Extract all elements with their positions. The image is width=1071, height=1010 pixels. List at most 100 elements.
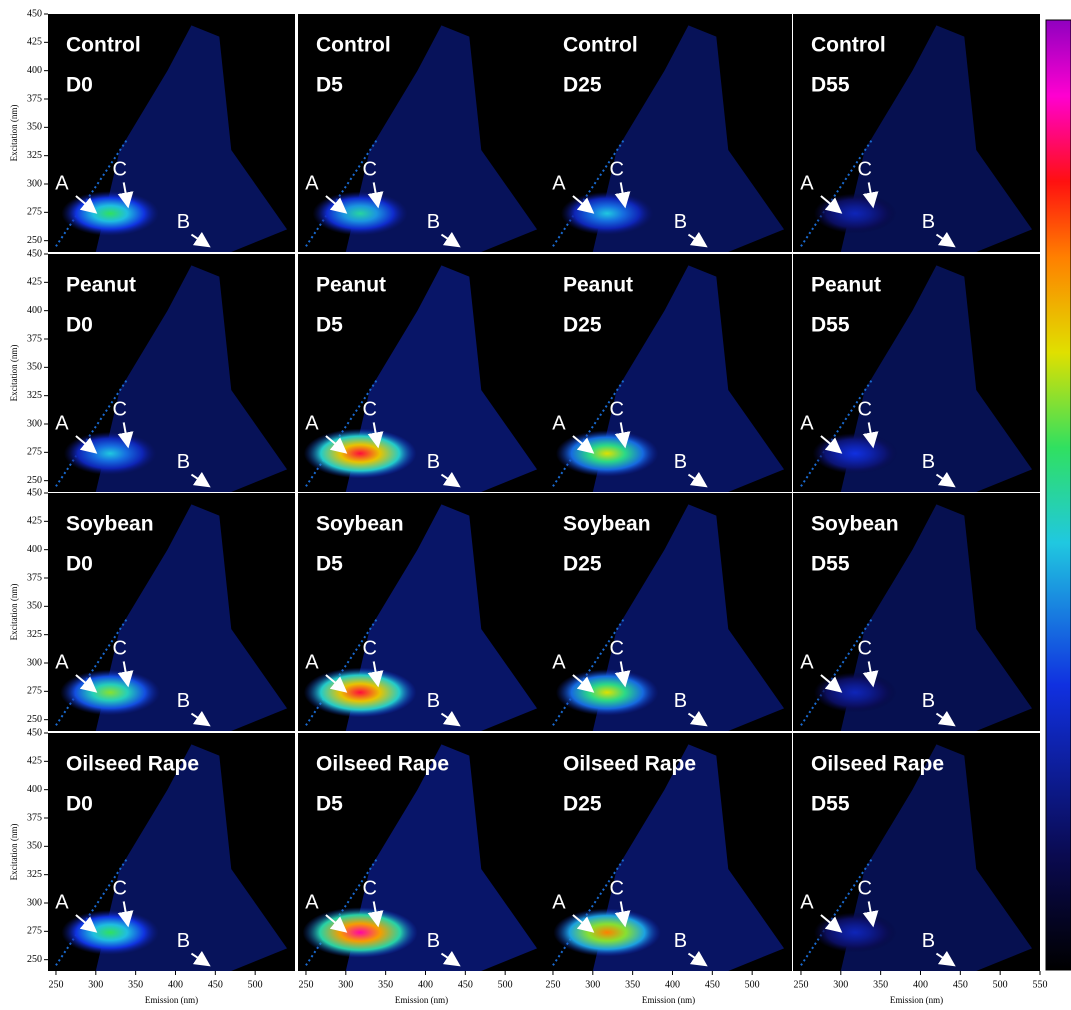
column-label: D25	[563, 793, 602, 816]
column-label: D5	[316, 314, 343, 337]
row-label: Oilseed Rape	[811, 753, 944, 776]
peak-arrow	[862, 422, 879, 449]
x-tick-label: 400	[418, 979, 433, 990]
scatter-line	[800, 138, 874, 247]
x-tick-label: 450	[953, 979, 968, 990]
x-tick-label: 300	[585, 979, 600, 990]
x-tick-label: 350	[625, 979, 640, 990]
peak-arrow	[190, 231, 211, 248]
peak-arrow	[117, 901, 134, 928]
peak-label: B	[922, 211, 935, 233]
scatter-line	[55, 138, 129, 247]
y-tick-label: 250	[27, 954, 42, 965]
y-tick-label: 425	[27, 516, 42, 527]
peak-label: C	[112, 638, 126, 660]
peak-arrow	[862, 182, 879, 209]
peak-label: B	[674, 451, 687, 473]
scatter-line	[552, 857, 626, 966]
peak-label: B	[177, 211, 190, 233]
y-tick-label: 425	[27, 277, 42, 288]
x-tick-label: 450	[208, 979, 223, 990]
diffuse-region	[345, 25, 538, 253]
scatter-line	[800, 378, 874, 487]
peak-label: A	[305, 412, 319, 434]
peak-label: C	[112, 878, 126, 900]
peak-arrow	[687, 950, 708, 967]
row-label: Peanut	[316, 274, 386, 297]
peak-label: B	[674, 211, 687, 233]
panel: Control D25 A C B	[545, 14, 792, 253]
row-label: Soybean	[316, 513, 404, 536]
y-tick-label: 350	[27, 362, 42, 373]
y-tick-label: 450	[27, 487, 42, 498]
y-tick-label: 400	[27, 784, 42, 795]
peak-arrow	[75, 674, 98, 693]
y-tick-label: 250	[27, 714, 42, 725]
panel: Oilseed Rape D0 A C B	[48, 733, 295, 971]
fluorescence-peak	[555, 430, 659, 477]
diffuse-region	[840, 265, 1033, 492]
y-tick-label: 450	[27, 248, 42, 259]
peak-label: A	[305, 172, 319, 194]
x-tick-label: 300	[338, 979, 353, 990]
peak-arrow	[572, 914, 595, 933]
column-label: D25	[563, 74, 602, 97]
column-label: D0	[66, 314, 93, 337]
column-label: D0	[66, 553, 93, 576]
peak-label: C	[609, 878, 623, 900]
diffuse-region	[840, 25, 1033, 253]
peak-label: A	[55, 412, 69, 434]
peak-label: C	[112, 399, 126, 421]
column-label: D0	[66, 74, 93, 97]
peak-label: B	[922, 451, 935, 473]
fluorescence-peak	[60, 669, 161, 716]
x-tick-label: 400	[665, 979, 680, 990]
peak-label: C	[362, 399, 376, 421]
column-label: D5	[316, 553, 343, 576]
peak-label: B	[427, 930, 440, 952]
row-label: Peanut	[66, 274, 136, 297]
peak-arrow	[614, 901, 631, 928]
peak-label: A	[305, 891, 319, 913]
peak-arrow	[687, 471, 708, 488]
scatter-line	[552, 378, 626, 487]
column-label: D55	[811, 74, 850, 97]
peak-label: B	[427, 451, 440, 473]
peak-arrow	[325, 914, 348, 933]
y-tick-label: 375	[27, 333, 42, 344]
peak-label: A	[800, 891, 814, 913]
y-tick-label: 400	[27, 544, 42, 555]
y-tick-label: 325	[27, 869, 42, 880]
peak-arrow	[367, 422, 384, 449]
x-tick-label: 350	[378, 979, 393, 990]
peak-arrow	[820, 914, 843, 933]
y-tick-label: 275	[27, 686, 42, 697]
y-tick-label: 375	[27, 572, 42, 583]
y-tick-label: 300	[27, 178, 42, 189]
column-label: D5	[316, 793, 343, 816]
x-tick-label: 300	[88, 979, 103, 990]
peak-label: C	[362, 878, 376, 900]
scatter-line	[552, 138, 626, 247]
scatter-line	[55, 378, 129, 487]
peak-label: A	[55, 172, 69, 194]
panel: Oilseed Rape D55 A C B	[793, 733, 1040, 971]
peak-arrow	[935, 950, 956, 967]
x-tick-label: 450	[705, 979, 720, 990]
y-tick-label: 425	[27, 756, 42, 767]
row-label: Peanut	[563, 274, 633, 297]
peak-arrow	[325, 195, 348, 214]
fluorescence-peak	[303, 428, 417, 479]
scatter-line	[800, 617, 874, 726]
x-tick-label: 500	[498, 979, 513, 990]
y-tick-label: 300	[27, 897, 42, 908]
column-label: D25	[563, 314, 602, 337]
y-tick-label: 250	[27, 235, 42, 246]
row-label: Control	[811, 34, 886, 57]
peak-arrow	[367, 661, 384, 688]
y-tick-label: 300	[27, 418, 42, 429]
y-axis-title: Excitation (nm)	[9, 345, 19, 402]
peak-label: C	[362, 159, 376, 181]
y-tick-label: 400	[27, 305, 42, 316]
